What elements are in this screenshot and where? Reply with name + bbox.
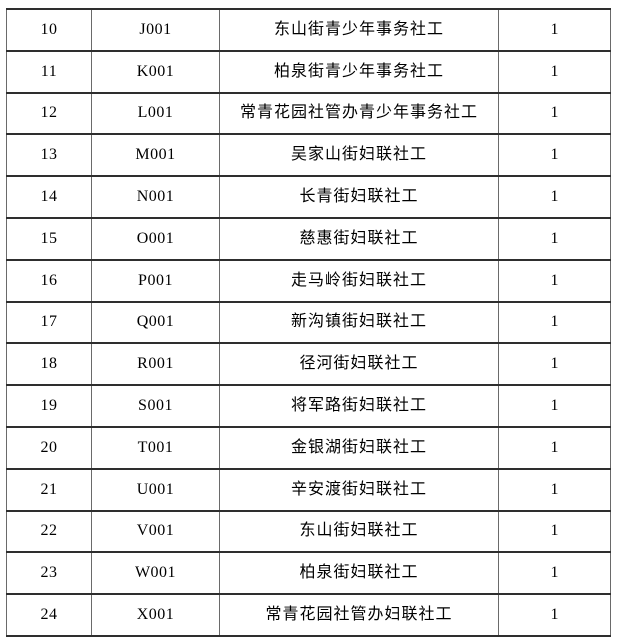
table-row: 23 W001 柏泉街妇联社工 1 (6, 551, 611, 596)
table-row: 20 T001 金银湖街妇联社工 1 (6, 425, 611, 470)
cell-position: 将军路街妇联社工 (219, 384, 499, 428)
cell-count: 1 (498, 593, 611, 637)
cell-position: 新沟镇街妇联社工 (219, 300, 499, 345)
cell-count: 1 (498, 509, 611, 554)
table-row: 12 L001 常青花园社管办青少年事务社工 1 (6, 91, 611, 136)
cell-position: 慈惠街妇联社工 (219, 216, 499, 261)
cell-index: 14 (6, 175, 92, 219)
cell-index: 24 (6, 593, 92, 637)
cell-code: S001 (91, 384, 220, 428)
cell-count: 1 (498, 467, 611, 512)
cell-index: 13 (6, 133, 92, 178)
cell-code: W001 (91, 551, 220, 596)
cell-position: 吴家山街妇联社工 (219, 133, 499, 178)
cell-position: 径河街妇联社工 (219, 342, 499, 387)
cell-count: 1 (498, 384, 611, 428)
position-roster-table: 10 J001 东山街青少年事务社工 1 11 K001 柏泉街青少年事务社工 1 12 L001… (6, 8, 611, 637)
cell-position: 长青街妇联社工 (219, 175, 499, 219)
cell-code: L001 (91, 91, 220, 136)
table-row: 13 M001 吴家山街妇联社工 1 (6, 133, 611, 178)
cell-index: 20 (6, 425, 92, 470)
cell-count: 1 (498, 175, 611, 219)
cell-count: 1 (498, 8, 611, 52)
cell-count: 1 (498, 300, 611, 345)
table-row: 22 V001 东山街妇联社工 1 (6, 509, 611, 554)
cell-index: 23 (6, 551, 92, 596)
cell-count: 1 (498, 49, 611, 94)
cell-position: 金银湖街妇联社工 (219, 425, 499, 470)
cell-count: 1 (498, 425, 611, 470)
cell-code: O001 (91, 216, 220, 261)
cell-position: 常青花园社管办妇联社工 (219, 593, 499, 637)
cell-position: 常青花园社管办青少年事务社工 (219, 91, 499, 136)
cell-position: 柏泉街妇联社工 (219, 551, 499, 596)
cell-index: 18 (6, 342, 92, 387)
cell-position: 走马岭街妇联社工 (219, 258, 499, 303)
cell-code: U001 (91, 467, 220, 512)
cell-code: J001 (91, 8, 220, 52)
cell-count: 1 (498, 91, 611, 136)
table-row: 11 K001 柏泉街青少年事务社工 1 (6, 49, 611, 94)
cell-index: 17 (6, 300, 92, 345)
table-row: 15 O001 慈惠街妇联社工 1 (6, 216, 611, 261)
cell-code: T001 (91, 425, 220, 470)
table-row: 19 S001 将军路街妇联社工 1 (6, 384, 611, 428)
cell-code: N001 (91, 175, 220, 219)
cell-index: 21 (6, 467, 92, 512)
cell-position: 东山街妇联社工 (219, 509, 499, 554)
table-row: 18 R001 径河街妇联社工 1 (6, 342, 611, 387)
roster-table-body: 10 J001 东山街青少年事务社工 1 11 K001 柏泉街青少年事务社工 1 12 L001… (6, 8, 611, 637)
cell-position: 东山街青少年事务社工 (219, 8, 499, 52)
cell-index: 12 (6, 91, 92, 136)
cell-count: 1 (498, 258, 611, 303)
cell-count: 1 (498, 216, 611, 261)
cell-code: Q001 (91, 300, 220, 345)
cell-position: 柏泉街青少年事务社工 (219, 49, 499, 94)
cell-index: 11 (6, 49, 92, 94)
cell-position: 辛安渡街妇联社工 (219, 467, 499, 512)
cell-index: 15 (6, 216, 92, 261)
cell-code: P001 (91, 258, 220, 303)
table-row: 17 Q001 新沟镇街妇联社工 1 (6, 300, 611, 345)
table-row: 14 N001 长青街妇联社工 1 (6, 175, 611, 219)
table-row: 10 J001 东山街青少年事务社工 1 (6, 8, 611, 52)
cell-code: R001 (91, 342, 220, 387)
cell-index: 16 (6, 258, 92, 303)
cell-index: 19 (6, 384, 92, 428)
cell-code: K001 (91, 49, 220, 94)
cell-count: 1 (498, 342, 611, 387)
cell-count: 1 (498, 551, 611, 596)
cell-index: 22 (6, 509, 92, 554)
cell-index: 10 (6, 8, 92, 52)
table-row: 21 U001 辛安渡街妇联社工 1 (6, 467, 611, 512)
cell-code: X001 (91, 593, 220, 637)
table-row: 24 X001 常青花园社管办妇联社工 1 (6, 593, 611, 637)
cell-code: V001 (91, 509, 220, 554)
table-row: 16 P001 走马岭街妇联社工 1 (6, 258, 611, 303)
cell-count: 1 (498, 133, 611, 178)
cell-code: M001 (91, 133, 220, 178)
